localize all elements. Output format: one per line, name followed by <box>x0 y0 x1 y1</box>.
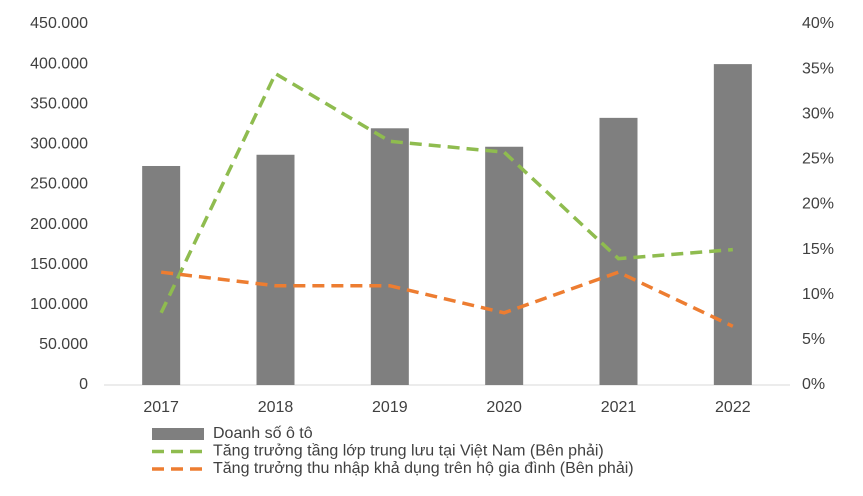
y2-tick-label: 15% <box>802 241 834 258</box>
y2-tick-label: 5% <box>802 331 825 348</box>
bar <box>370 128 409 386</box>
y-tick-label: 250.000 <box>30 176 88 193</box>
x-tick-label: 2022 <box>715 399 751 416</box>
y-tick-label: 300.000 <box>30 136 88 153</box>
legend-label: Doanh số ô tô <box>213 425 313 442</box>
x-tick-label: 2018 <box>258 399 294 416</box>
y-tick-label: 100.000 <box>30 296 88 313</box>
bar <box>142 165 181 385</box>
y2-tick-label: 35% <box>802 60 834 77</box>
x-tick-label: 2019 <box>372 399 408 416</box>
bar <box>485 146 524 385</box>
y-tick-label: 350.000 <box>30 95 88 112</box>
bar <box>713 64 752 385</box>
y-tick-label: 400.000 <box>30 55 88 72</box>
y-tick-label: 50.000 <box>39 336 88 353</box>
y2-tick-label: 10% <box>802 286 834 303</box>
y2-tick-label: 25% <box>802 151 834 168</box>
line <box>159 71 733 314</box>
y-tick-label: 200.000 <box>30 216 88 233</box>
y2-tick-label: 40% <box>802 15 834 32</box>
y-tick-label: 150.000 <box>30 256 88 273</box>
x-tick-label: 2021 <box>601 399 637 416</box>
bar <box>599 117 638 386</box>
legend-label: Tăng trưởng tầng lớp trung lưu tại Việt … <box>213 443 604 460</box>
line <box>160 270 734 328</box>
y2-tick-label: 0% <box>802 376 825 393</box>
x-tick-label: 2017 <box>143 399 179 416</box>
y-tick-label: 0 <box>79 376 88 393</box>
legend-label: Tăng trưởng thu nhập khả dụng trên hộ gi… <box>213 460 634 477</box>
y2-tick-label: 30% <box>802 105 834 122</box>
legend-swatch <box>152 428 204 440</box>
bar <box>256 154 295 385</box>
y-tick-label: 450.000 <box>30 15 88 32</box>
x-tick-label: 2020 <box>486 399 522 416</box>
y2-tick-label: 20% <box>802 196 834 213</box>
